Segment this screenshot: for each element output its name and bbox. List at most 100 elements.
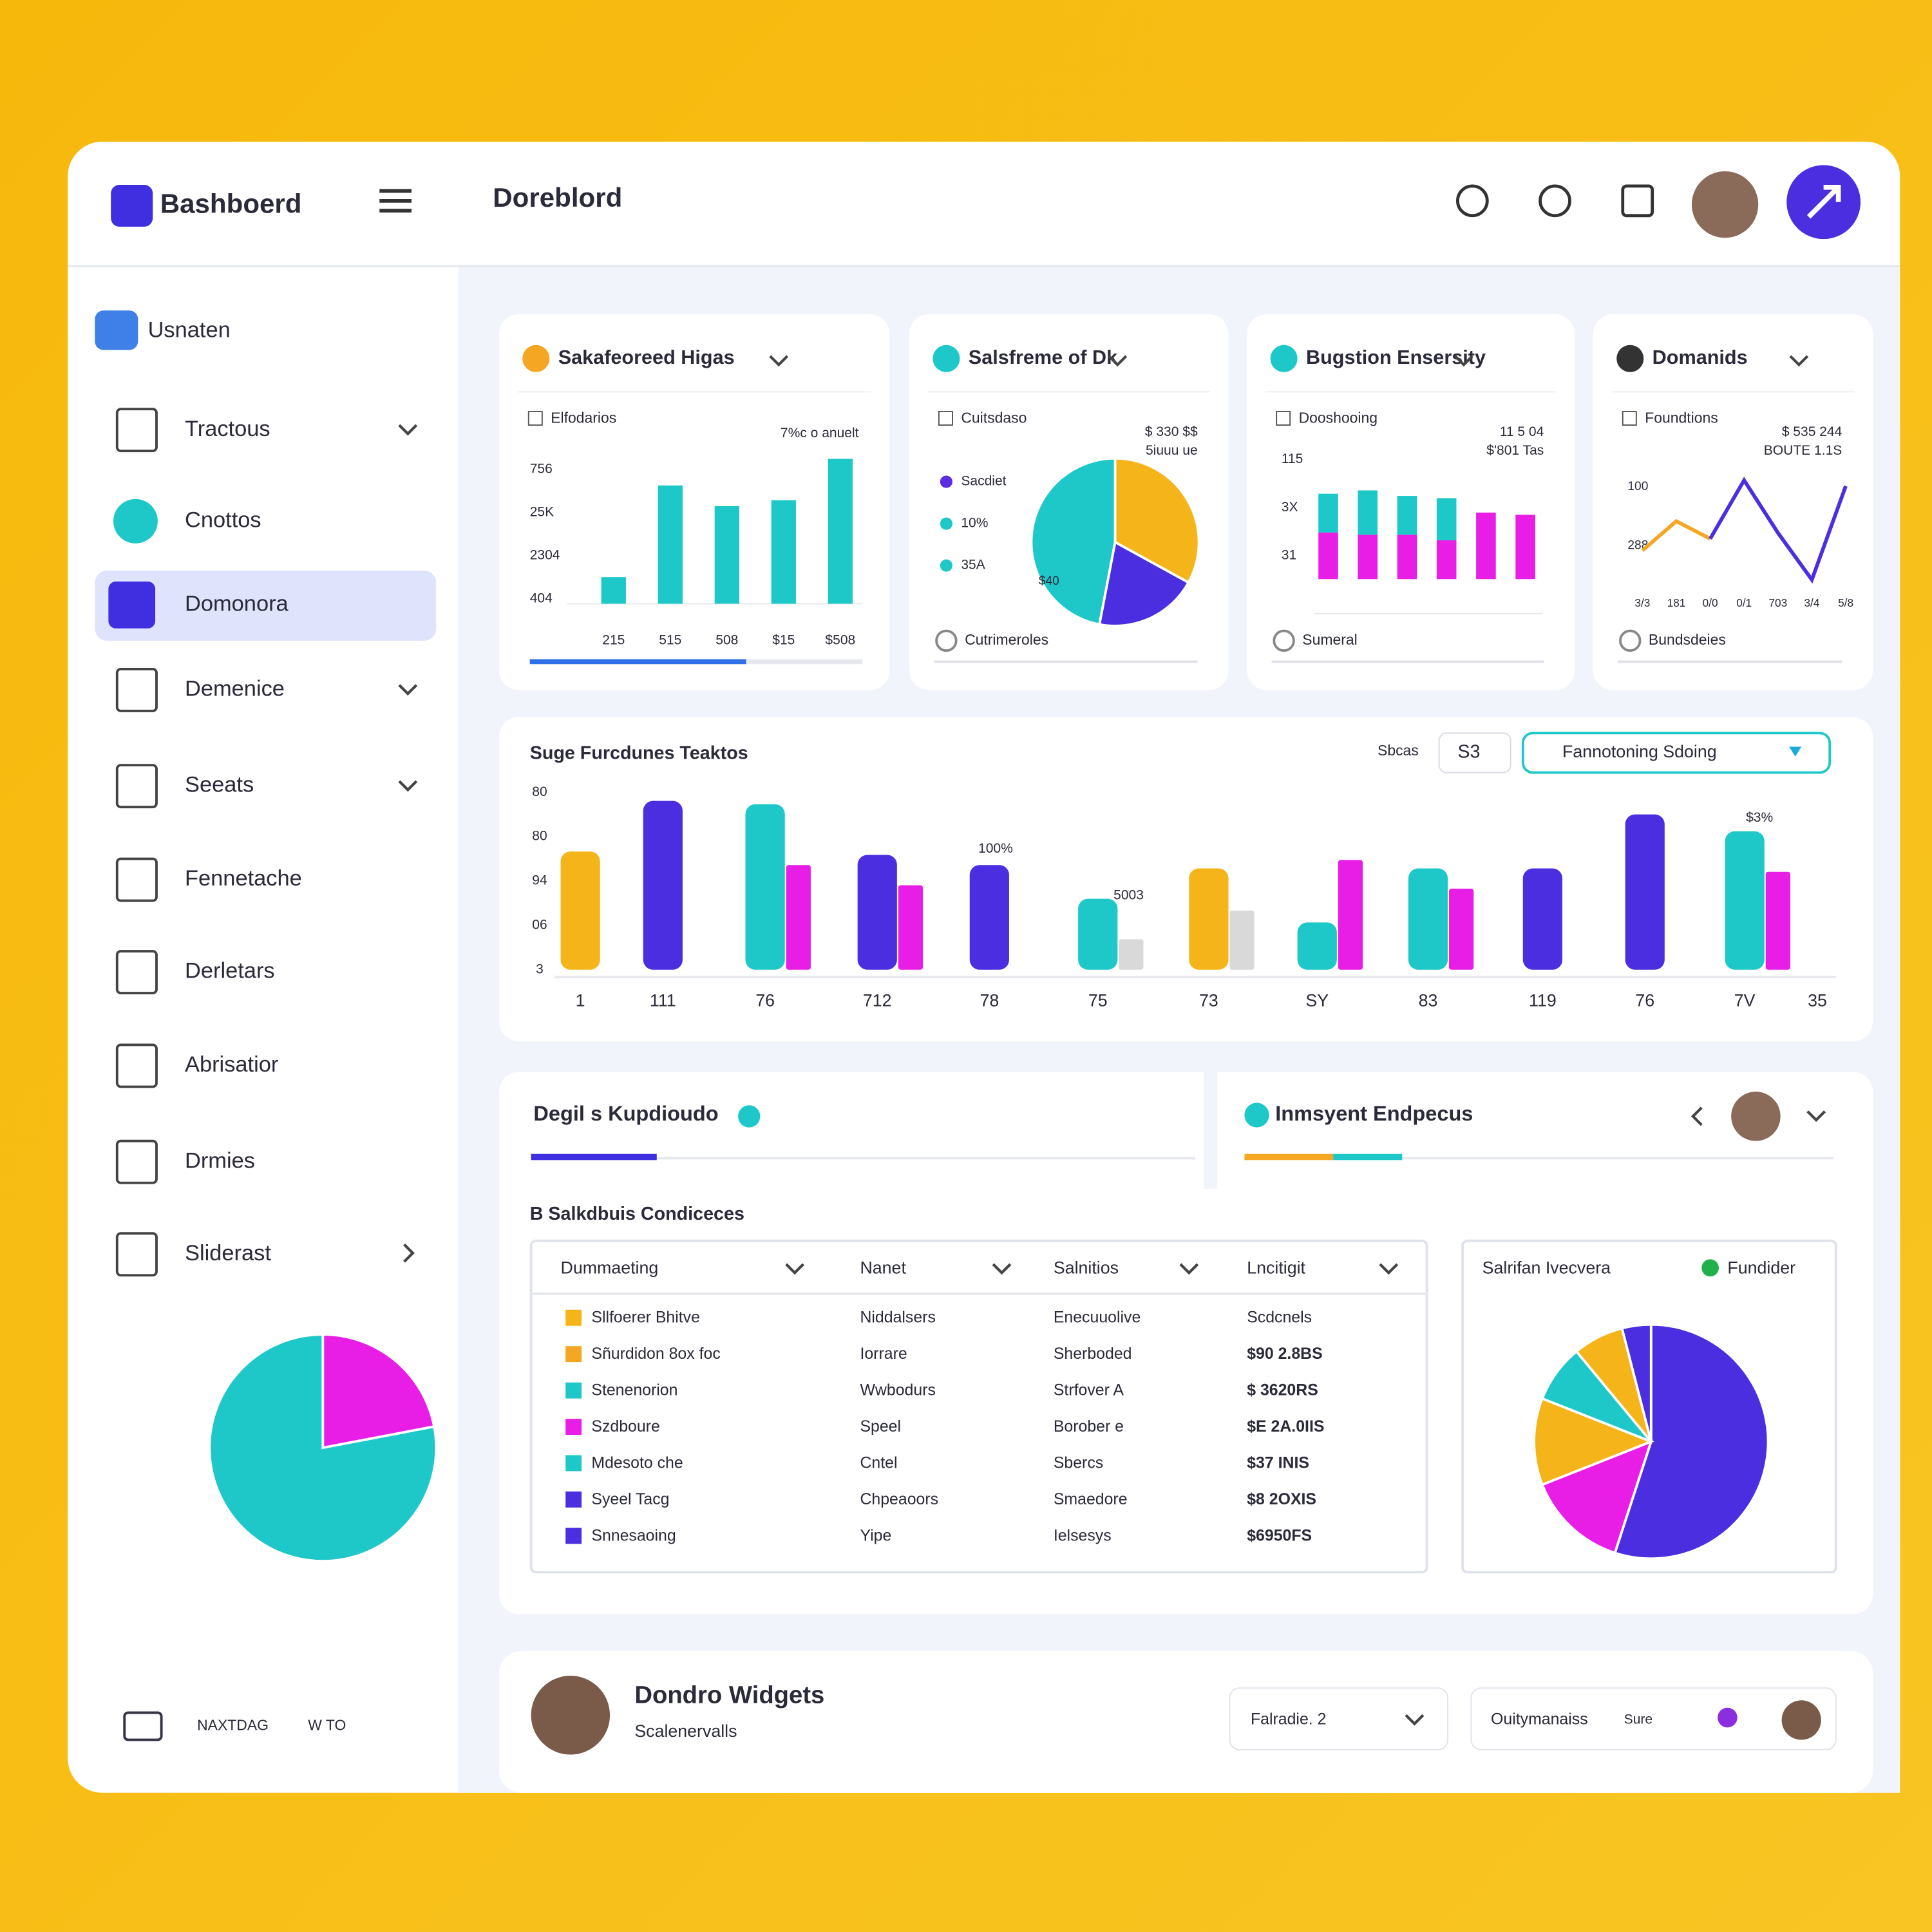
filter-button[interactable] bbox=[1521, 732, 1832, 774]
tab-dot bbox=[738, 1105, 761, 1128]
tab-gap bbox=[1204, 1072, 1218, 1189]
bar bbox=[1725, 831, 1765, 970]
chevron[interactable] bbox=[1806, 1110, 1826, 1122]
bar bbox=[1189, 868, 1229, 970]
annotation: 5003 bbox=[1113, 888, 1144, 903]
card-title: Bugstion Ensersity bbox=[1306, 346, 1486, 368]
avatar[interactable] bbox=[1691, 171, 1759, 238]
active-item[interactable] bbox=[95, 570, 437, 641]
table-cell: Syeel Tacg bbox=[591, 1490, 669, 1508]
select-box[interactable] bbox=[1229, 1687, 1449, 1750]
search-icon[interactable] bbox=[1456, 184, 1489, 218]
brand-name: Bashboerd bbox=[160, 189, 302, 219]
row-swatch bbox=[565, 1309, 582, 1326]
legend-item: 10% bbox=[961, 516, 988, 531]
menu-button[interactable] bbox=[379, 189, 412, 213]
settings-icon[interactable] bbox=[1539, 184, 1571, 218]
footer-subtitle: Scalenervalls bbox=[634, 1721, 737, 1741]
item-icon bbox=[115, 1043, 158, 1088]
chevron[interactable] bbox=[1789, 355, 1809, 367]
item-icon bbox=[115, 1139, 158, 1184]
bar bbox=[898, 885, 923, 970]
chevron[interactable] bbox=[1379, 1263, 1399, 1275]
bar bbox=[857, 855, 897, 970]
filter-value: S3 bbox=[1457, 742, 1480, 762]
bar-segment bbox=[1515, 515, 1535, 580]
sidebar-item: Tractous bbox=[185, 417, 270, 441]
x-label: 515 bbox=[659, 632, 681, 647]
card-footer: Sumeral bbox=[1302, 631, 1357, 648]
bar bbox=[969, 865, 1009, 970]
x-label: 73 bbox=[1199, 991, 1218, 1010]
notes-icon[interactable] bbox=[1621, 184, 1654, 218]
table-cell: Enecuuolive bbox=[1054, 1309, 1141, 1327]
chevron[interactable] bbox=[398, 424, 418, 436]
pie-slice bbox=[1540, 1439, 1653, 1555]
chevron[interactable] bbox=[785, 1263, 804, 1275]
table-cell: $6950FS bbox=[1247, 1526, 1312, 1544]
bar bbox=[828, 459, 853, 604]
chevron[interactable] bbox=[398, 684, 418, 696]
x-label: 83 bbox=[1419, 991, 1438, 1010]
x-label: 712 bbox=[863, 991, 892, 1010]
chevron[interactable] bbox=[398, 780, 418, 792]
chevron[interactable] bbox=[1108, 355, 1128, 367]
section-icon bbox=[95, 310, 138, 350]
pie-slice bbox=[1030, 457, 1117, 626]
chevron[interactable] bbox=[1690, 1106, 1703, 1126]
table-box bbox=[529, 1239, 1428, 1574]
avatar[interactable] bbox=[1731, 1092, 1781, 1141]
x-label: 215 bbox=[602, 632, 625, 647]
sidebar-item: Demenice bbox=[185, 677, 285, 701]
action-box[interactable] bbox=[1470, 1687, 1837, 1750]
card-title: Sakafeoreed Higas bbox=[558, 346, 735, 368]
card-icon bbox=[1270, 345, 1298, 372]
bar bbox=[1765, 871, 1790, 970]
row-swatch bbox=[565, 1419, 582, 1435]
legend-icon bbox=[527, 411, 543, 426]
table-cell: $90 2.8BS bbox=[1247, 1345, 1322, 1363]
table-cell: $E 2A.0IIS bbox=[1247, 1417, 1324, 1435]
line-series bbox=[1641, 518, 1711, 552]
item-icon bbox=[108, 582, 156, 629]
footer-icon bbox=[1273, 629, 1295, 652]
table-cell: Ielsesys bbox=[1054, 1526, 1112, 1544]
legend-item: 35A bbox=[961, 558, 985, 573]
x-label: 111 bbox=[650, 991, 676, 1010]
bar bbox=[658, 485, 683, 604]
x-label: 78 bbox=[980, 991, 999, 1010]
bar-segment bbox=[1476, 512, 1496, 580]
bar bbox=[1338, 860, 1363, 970]
sidebar-item: Domonora bbox=[185, 592, 289, 616]
pie-slice bbox=[208, 1333, 438, 1562]
tab: Inmsyent Endpecus bbox=[1275, 1102, 1473, 1125]
chevron[interactable] bbox=[1405, 1714, 1425, 1726]
table-cell: Snnesaoing bbox=[591, 1526, 676, 1544]
chevron[interactable] bbox=[992, 1263, 1012, 1275]
filter-label: Sbcas bbox=[1378, 742, 1419, 759]
card-footer: Bundsdeies bbox=[1649, 631, 1726, 648]
item-icon bbox=[115, 764, 158, 809]
legend-icon bbox=[938, 411, 953, 426]
section-title: B Salkdbuis Condiceces bbox=[530, 1204, 744, 1224]
chevron[interactable] bbox=[403, 1243, 415, 1263]
x-label: 508 bbox=[715, 632, 738, 647]
status-dot bbox=[1718, 1707, 1738, 1728]
bar bbox=[1625, 814, 1665, 970]
card-title: Salsfreme of Dk bbox=[969, 346, 1118, 368]
table-cell: Chpeaoors bbox=[860, 1490, 938, 1508]
card-note: $ 535 244 bbox=[1782, 424, 1842, 439]
x-label: 703 bbox=[1768, 596, 1787, 609]
table-cell: $37 INIS bbox=[1247, 1454, 1309, 1472]
row-swatch bbox=[565, 1528, 582, 1544]
button-label: Fannotoning Sdoing bbox=[1562, 742, 1717, 761]
chevron[interactable] bbox=[1179, 1263, 1199, 1275]
card-legend: Dooshooing bbox=[1299, 410, 1378, 426]
chevron[interactable] bbox=[769, 355, 789, 367]
card-note: $ 330 $$ bbox=[1145, 424, 1198, 439]
chevron[interactable] bbox=[1454, 355, 1473, 367]
tab-dot bbox=[1244, 1103, 1269, 1128]
filter-box[interactable] bbox=[1438, 732, 1511, 773]
sidebar-footer: W TO bbox=[308, 1717, 346, 1734]
